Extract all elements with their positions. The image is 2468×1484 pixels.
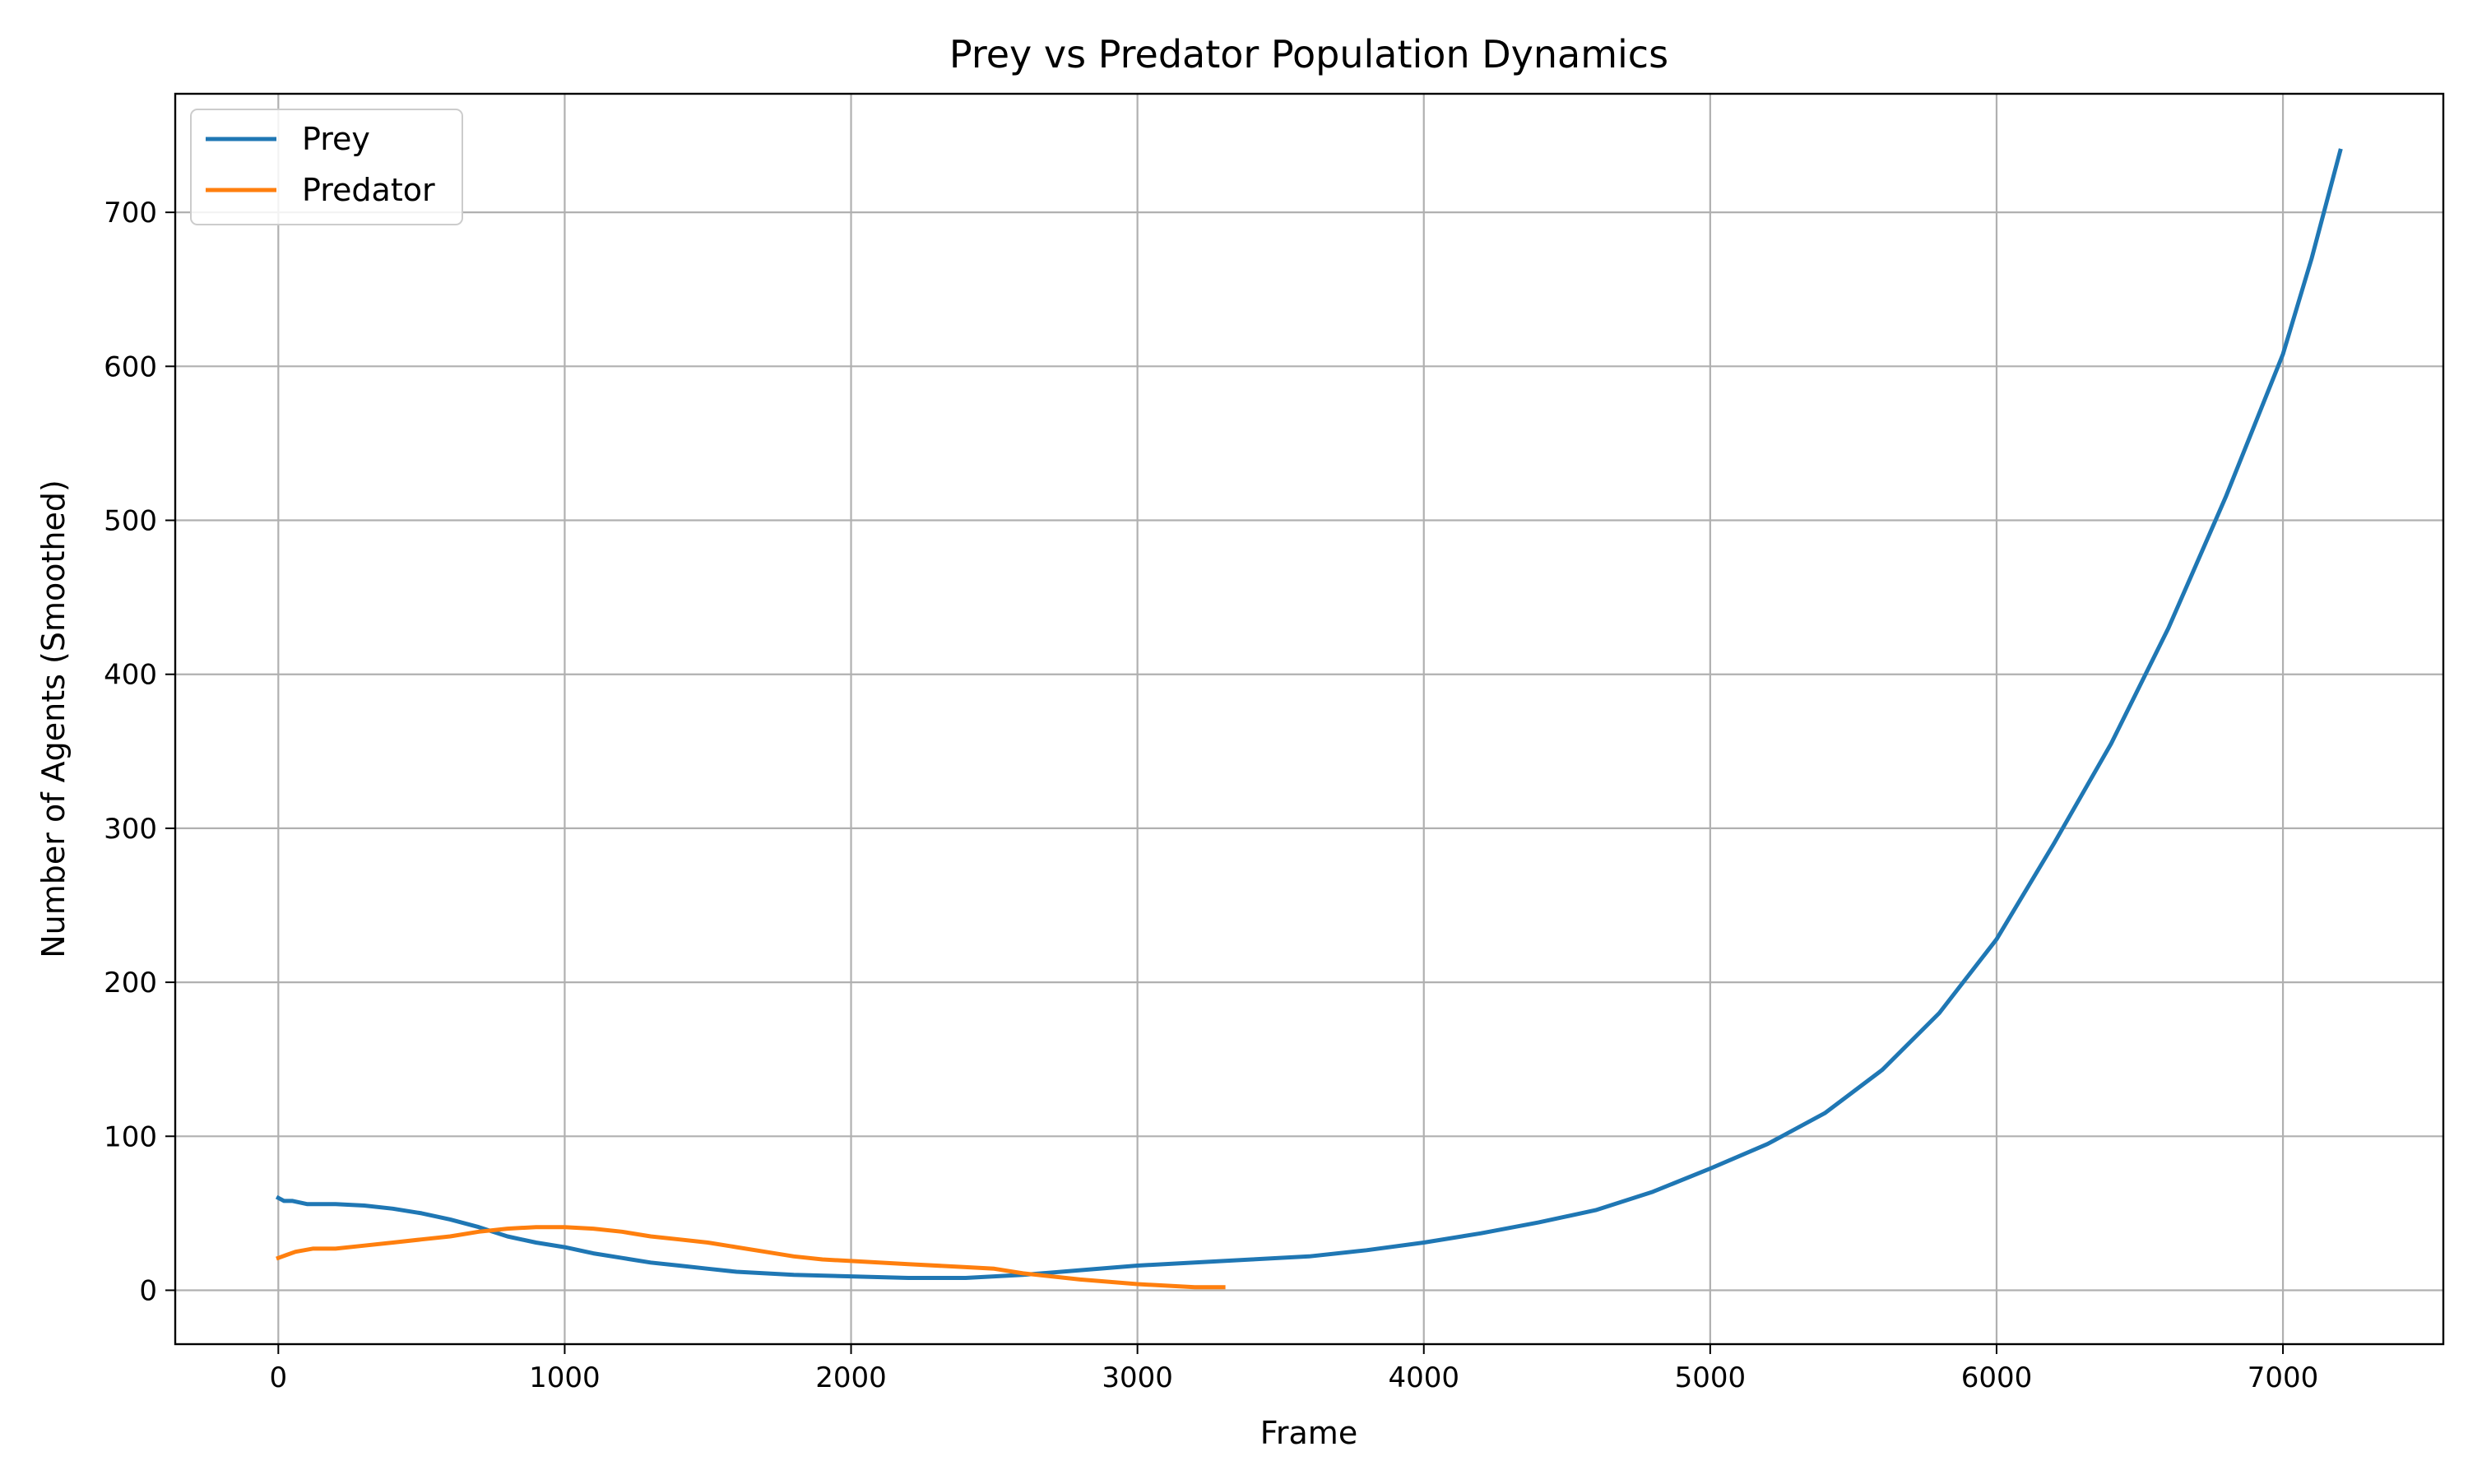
x-tick-label: 2000 (815, 1361, 887, 1394)
y-tick-label: 500 (104, 505, 157, 538)
legend: Prey Predator (190, 109, 463, 225)
axis-ticks: 0 1000 2000 3000 4000 5000 6000 7000 0 100 200 300 4… (104, 197, 2318, 1394)
y-axis-label: Number of Agents (Smoothed) (35, 480, 72, 958)
x-tick-label: 5000 (1675, 1361, 1747, 1394)
plot-area-frame (174, 92, 2445, 1346)
grid (175, 94, 2443, 1344)
series-line-predator (276, 1225, 1226, 1290)
x-axis-label: Frame (1260, 1415, 1357, 1451)
y-tick-label: 200 (104, 967, 157, 999)
y-tick-label: 100 (104, 1120, 157, 1153)
y-tick-label: 300 (104, 813, 157, 846)
y-tick-label: 0 (139, 1274, 157, 1307)
x-tick-label: 6000 (1961, 1361, 2033, 1394)
x-tick-label: 7000 (2248, 1361, 2319, 1394)
y-tick-label: 400 (104, 659, 157, 692)
x-tick-label: 3000 (1102, 1361, 1173, 1394)
y-tick-label: 600 (104, 350, 157, 383)
legend-label-predator: Predator (302, 172, 435, 208)
x-tick-label: 4000 (1388, 1361, 1459, 1394)
chart-title: Prey vs Predator Population Dynamics (949, 32, 1668, 77)
series-lines (275, 148, 2343, 1290)
legend-label-prey: Prey (302, 121, 370, 157)
x-tick-label: 1000 (529, 1361, 601, 1394)
x-tick-label: 0 (269, 1361, 287, 1394)
y-tick-label: 700 (104, 197, 157, 230)
